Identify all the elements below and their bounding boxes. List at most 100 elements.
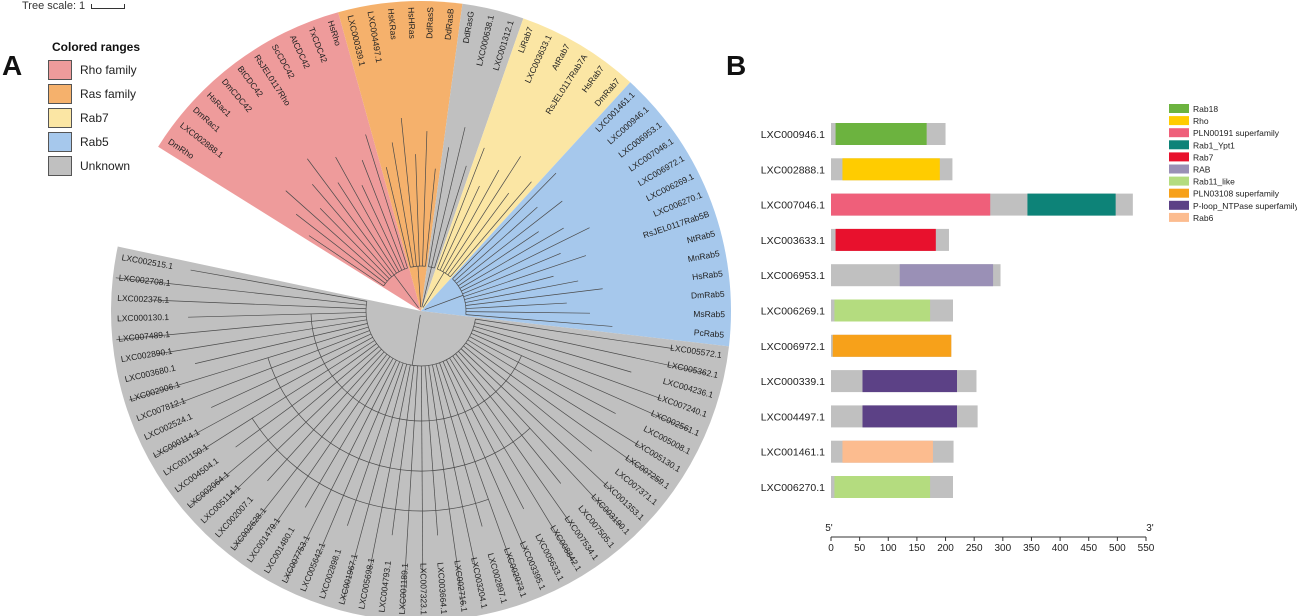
leaf-label: DmRab5	[691, 289, 725, 301]
tree-branch	[411, 314, 421, 366]
colored-ranges-legend: Colored ranges Rho family Ras family Rab7 R…	[44, 38, 145, 180]
tree-branch	[318, 361, 401, 555]
protein-row: LXC006953.1	[761, 264, 1001, 287]
domain-block	[831, 193, 991, 216]
tree-branch	[449, 357, 576, 565]
axis-tick-label: 100	[880, 543, 897, 554]
tree-branch	[424, 365, 439, 536]
tree-branch	[295, 213, 386, 284]
domain-legend-label: P-loop_NTPase superfamily	[1193, 201, 1297, 211]
tree-branch	[347, 362, 404, 526]
domain-legend-swatch	[1169, 116, 1189, 126]
tree-branch	[434, 165, 467, 269]
tree-branch	[361, 159, 405, 270]
tree-scale-bar	[91, 3, 126, 9]
domain-block	[899, 264, 994, 287]
protein-name: LXC006953.1	[761, 270, 825, 282]
tree-branch	[465, 288, 603, 306]
clade-wedge	[421, 18, 631, 312]
tree-branch	[361, 185, 403, 271]
domain-legend-label: Rab18	[1193, 104, 1218, 114]
domain-legend-swatch	[1169, 164, 1189, 174]
leaf-label: LXC002375.1	[117, 293, 170, 305]
protein-row: LXC006972.1	[761, 334, 952, 357]
legend-swatch	[48, 108, 72, 128]
clade-wedge	[338, 1, 463, 311]
tree-branch	[335, 156, 400, 272]
domain-legend-item: PLN03108 superfamily	[1169, 188, 1280, 199]
protein-name: LXC000946.1	[761, 129, 825, 141]
tree-branch	[472, 329, 662, 400]
tree-branch	[449, 181, 532, 278]
tree-branch	[439, 185, 480, 271]
legend-label: Rab7	[80, 111, 109, 125]
tree-branch	[465, 302, 567, 309]
panel-b-label: B	[726, 50, 747, 81]
domain-legend-label: PLN03108 superfamily	[1193, 189, 1280, 199]
tree-branch	[428, 147, 450, 267]
tree-branch	[422, 272, 445, 308]
tree-branch	[210, 333, 372, 408]
tree-branch	[456, 200, 563, 284]
tree-branch	[422, 131, 428, 267]
tree-branch	[369, 364, 411, 570]
legend-swatch	[48, 156, 72, 176]
legend-swatch	[48, 60, 72, 80]
protein-name: LXC000339.1	[761, 376, 825, 388]
tree-branch	[458, 231, 539, 287]
tree-branch	[285, 190, 388, 282]
protein-row: LXC001461.1	[761, 440, 954, 463]
tree-branch	[473, 326, 632, 373]
tree-branch	[431, 127, 466, 268]
domain-block	[834, 299, 931, 322]
domain-legend-item: Rab18	[1169, 104, 1218, 114]
tree-branch	[421, 365, 424, 573]
length-axis	[830, 536, 1147, 541]
tree-branch-arc	[267, 357, 531, 472]
domain-legend-label: Rab7	[1193, 152, 1214, 162]
protein-name: LXC001461.1	[761, 447, 825, 459]
legend-item: Rho family	[48, 58, 140, 82]
tree-branch	[400, 117, 417, 267]
leaf-label: MsRab5	[693, 309, 725, 319]
tree-branch	[454, 206, 538, 282]
tree-branch	[455, 353, 562, 484]
axis-tick-label: 450	[1080, 543, 1097, 554]
tree-branch	[446, 359, 525, 510]
domain-block	[842, 440, 933, 463]
protein-name: LXC006270.1	[761, 482, 825, 494]
tree-branch	[307, 158, 395, 276]
domain-legend-label: Rab6	[1193, 213, 1214, 223]
tree-branch	[385, 167, 411, 268]
leaf-label: DdRasS	[424, 7, 435, 39]
domain-legend-item: PLN00191 superfamily	[1169, 128, 1280, 138]
tree-branch	[233, 353, 388, 549]
tree-branch	[393, 274, 419, 309]
domain-legend-swatch	[1169, 128, 1189, 138]
tree-branch	[155, 319, 367, 355]
tree-branch	[391, 142, 414, 267]
protein-row: LXC006269.1	[761, 299, 953, 322]
domain-block	[1027, 193, 1116, 216]
tree-branch	[439, 362, 522, 591]
tree-branch	[447, 192, 510, 276]
legend-label: Unknown	[80, 159, 131, 173]
tree-branch	[421, 267, 432, 308]
domain-legend-label: PLN00191 superfamily	[1193, 128, 1280, 138]
tree-branch	[312, 183, 392, 278]
tree-branch-arc	[251, 418, 489, 512]
legend-item: Rab5	[48, 130, 140, 154]
tree-branch	[432, 364, 476, 567]
tree-branch	[461, 227, 590, 292]
tree-branch	[116, 315, 367, 341]
domain-legend-item: Rho	[1169, 116, 1209, 126]
tree-branch	[463, 255, 587, 298]
axis-start-label: 5'	[825, 523, 833, 534]
protein-name: LXC006972.1	[761, 341, 825, 353]
tree-branch	[417, 266, 422, 308]
legend-item: Ras family	[48, 82, 140, 106]
domain-legend-label: Rab11_like	[1193, 177, 1235, 187]
protein-row: LXC000946.1	[761, 123, 946, 145]
tree-branch	[436, 147, 485, 270]
